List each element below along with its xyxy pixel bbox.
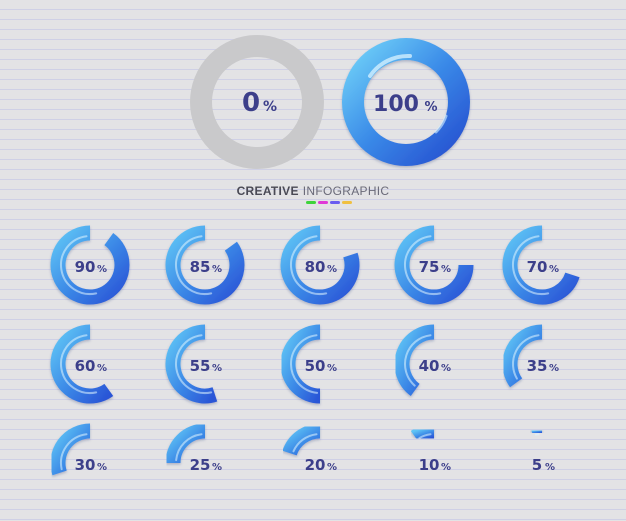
ring-unit: % <box>549 363 559 374</box>
ring-label: 10 <box>419 456 440 474</box>
ring-highlight <box>175 334 213 394</box>
ring-40-percent: 40% <box>394 324 451 396</box>
progress-arc <box>50 423 91 476</box>
ring-highlight <box>404 235 442 295</box>
ring-unit: % <box>97 264 107 275</box>
ring-highlight <box>368 53 412 78</box>
ring-25-percent: 25% <box>165 423 222 474</box>
ring-label: 70 <box>527 258 548 276</box>
title-word-infographic: INFOGRAPHIC <box>302 184 390 198</box>
ring-unit: % <box>441 363 451 374</box>
ring-75-percent: 75% <box>394 225 474 305</box>
ring-80-percent: 80% <box>280 225 360 305</box>
ring-55-percent: 55% <box>165 324 222 404</box>
ring-label: 35 <box>527 357 548 375</box>
title-dot <box>342 201 352 204</box>
ring-50-percent: 50% <box>280 324 337 404</box>
title-word-creative: CREATIVE <box>236 184 299 198</box>
ring-highlight <box>60 334 98 394</box>
ring-35-percent: 35% <box>502 324 559 388</box>
ring-100-unit: % <box>424 100 437 115</box>
title-dot <box>318 201 328 204</box>
ring-label: 30 <box>75 456 96 474</box>
ring-70-percent: 70% <box>502 225 580 305</box>
ring-unit: % <box>327 462 337 473</box>
ring-label: 20 <box>305 456 326 474</box>
ring-unit: % <box>441 462 451 473</box>
ring-0-label: 0 <box>242 88 260 118</box>
ring-unit: % <box>97 363 107 374</box>
ring-highlight <box>175 433 203 462</box>
ring-0-percent: 0 % <box>190 35 324 169</box>
progress-arc <box>394 225 474 305</box>
ring-highlight <box>434 114 448 134</box>
ring-10-percent: 10% <box>410 423 451 474</box>
infographic-title: CREATIVE INFOGRAPHIC <box>0 184 626 198</box>
ring-label: 50 <box>305 357 326 375</box>
ring-unit: % <box>327 264 337 275</box>
ring-5-percent: 5% <box>529 423 555 474</box>
ring-60-percent: 60% <box>50 324 114 404</box>
progress-arc <box>50 324 114 404</box>
progress-arc <box>50 225 130 305</box>
progress-arc <box>165 225 245 305</box>
progress-arc <box>282 423 321 456</box>
ring-highlight <box>418 433 432 439</box>
progress-arc <box>280 324 321 404</box>
ring-unit: % <box>212 462 222 473</box>
ring-highlight <box>292 433 318 453</box>
ring-label: 55 <box>190 357 211 375</box>
title-dot <box>306 201 316 204</box>
ring-label: 80 <box>305 258 326 276</box>
ring-highlight <box>290 334 319 394</box>
progress-arc <box>165 324 218 404</box>
ring-label: 60 <box>75 357 96 375</box>
ring-100-label: 100 <box>373 92 419 117</box>
ring-label: 25 <box>190 456 211 474</box>
ring-unit: % <box>441 264 451 275</box>
ring-unit: % <box>97 462 107 473</box>
ring-unit: % <box>327 363 337 374</box>
ring-90-percent: 90% <box>50 225 130 305</box>
ring-0-unit: % <box>263 99 277 115</box>
ring-label: 75 <box>419 258 440 276</box>
ring-30-percent: 30% <box>50 423 107 476</box>
progress-arc <box>410 423 435 444</box>
ring-highlight <box>404 334 432 387</box>
title-dot <box>330 201 340 204</box>
title-color-dots <box>306 201 356 205</box>
ring-label: 40 <box>419 357 440 375</box>
progress-arc <box>280 225 360 305</box>
ring-highlight <box>512 334 540 380</box>
full-ring <box>342 38 470 166</box>
ring-label: 85 <box>190 258 211 276</box>
ring-unit: % <box>212 363 222 374</box>
ring-unit: % <box>545 462 555 473</box>
ring-highlight <box>512 235 550 295</box>
progress-arc <box>165 423 206 464</box>
ring-highlight <box>60 235 98 295</box>
ring-label: 90 <box>75 258 96 276</box>
ring-unit: % <box>212 264 222 275</box>
empty-ring-track <box>190 35 324 169</box>
ring-highlight <box>290 235 328 295</box>
ring-100-percent: 100 % <box>342 38 470 166</box>
ring-label: 5 <box>532 456 542 474</box>
progress-arc <box>502 225 580 305</box>
progress-arc <box>502 324 543 388</box>
ring-unit: % <box>549 264 559 275</box>
progress-arc <box>529 423 543 440</box>
ring-highlight <box>175 235 213 295</box>
ring-highlight <box>60 433 88 471</box>
ring-20-percent: 20% <box>282 423 337 474</box>
progress-arc <box>394 324 435 396</box>
ring-85-percent: 85% <box>165 225 245 305</box>
